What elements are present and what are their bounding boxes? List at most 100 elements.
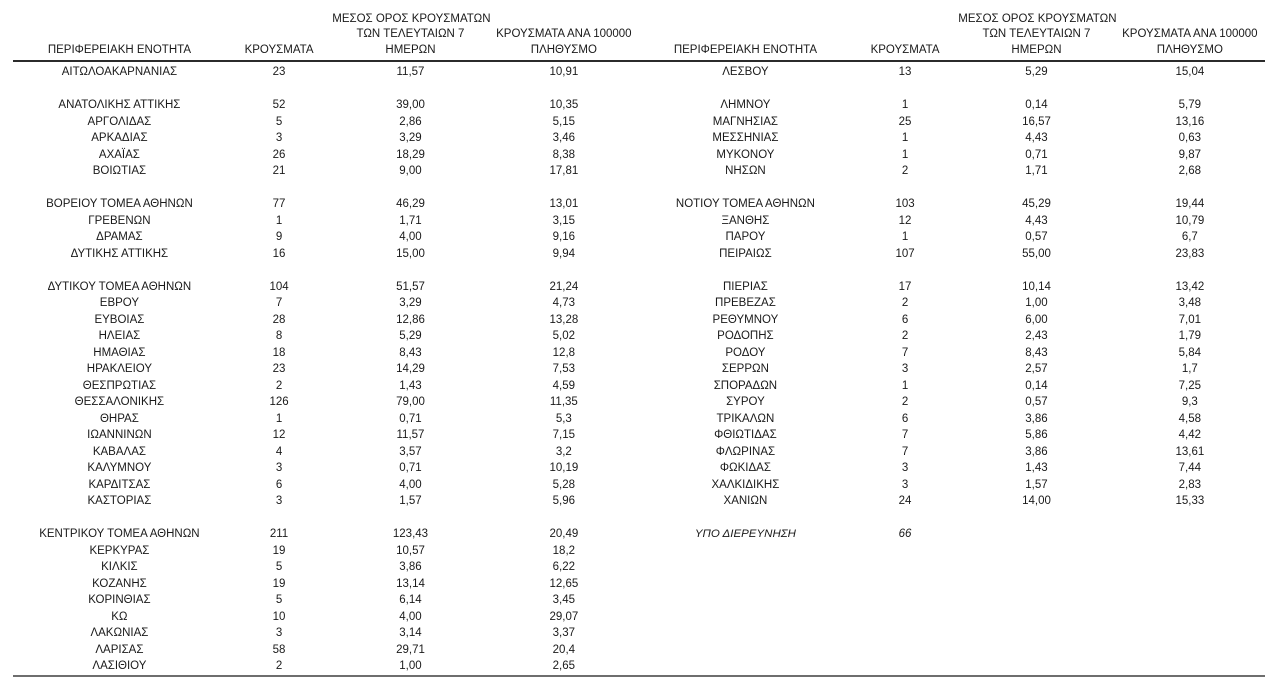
table-row: ΕΥΒΟΙΑΣ 28 12,86 13,28: [13, 312, 639, 329]
per100k-value: 13,42: [1175, 280, 1205, 293]
avg7-value: 0,57: [1025, 231, 1048, 243]
region-name: ΒΟΙΩΤΙΑΣ: [92, 165, 147, 177]
region-name: ΚΑΣΤΟΡΙΑΣ: [87, 495, 152, 507]
cases-value: 1: [275, 412, 283, 425]
cases-value: 103: [895, 198, 915, 210]
per100k-value: 11,35: [549, 396, 578, 408]
table-body-right: ΛΕΣΒΟΥ 13 5,29 15,04 ΛΗΜΝΟΥ 1 0,14 5,79: [639, 62, 1265, 543]
region-name: ΣΥΡΟΥ: [726, 396, 765, 408]
avg7-value: 29,71: [396, 643, 425, 656]
table-row: ΔΥΤΙΚΗΣ ΑΤΤΙΚΗΣ 16 15,00 9,94: [13, 246, 639, 263]
table-row: ΚΙΛΚΙΣ 5 3,86 6,22: [13, 559, 639, 576]
table-row: [639, 180, 1265, 197]
avg7-value: 51,57: [396, 280, 425, 293]
cases-value: 1: [901, 99, 909, 111]
table-row: [13, 510, 639, 527]
region-name: ΝΟΤΙΟΥ ΤΟΜΕΑ ΑΘΗΝΩΝ: [675, 198, 815, 210]
table-row: ΛΕΣΒΟΥ 13 5,29 15,04: [639, 64, 1265, 81]
table-row: ΒΟΙΩΤΙΑΣ 21 9,00 17,81: [13, 163, 639, 180]
region-name: ΑΧΑΪΑΣ: [98, 148, 140, 161]
cases-value: 6: [901, 412, 909, 425]
table-row: ΗΡΑΚΛΕΙΟΥ 23 14,29 7,53: [13, 361, 639, 378]
regional-cases-table-left: ΠΕΡΙΦΕΡΕΙΑΚΗ ΕΝΟΤΗΤΑ ΚΡΟΥΣΜΑΤΑ ΜΕΣΟΣ ΟΡΟ…: [13, 0, 639, 675]
region-name: ΠΕΙΡΑΙΩΣ: [719, 247, 772, 260]
table-row: ΦΘΙΩΤΙΔΑΣ 7 5,86 4,42: [639, 427, 1265, 444]
cases-value: 8: [275, 330, 283, 342]
col-header-region: ΠΕΡΙΦΕΡΕΙΑΚΗ ΕΝΟΤΗΤΑ: [639, 43, 852, 59]
table-row: ΓΡΕΒΕΝΩΝ 1 1,71 3,15: [13, 213, 639, 230]
table-row: ΔΡΑΜΑΣ 9 4,00 9,16: [13, 229, 639, 246]
cases-value: 17: [898, 280, 912, 293]
table-header-row: ΠΕΡΙΦΕΡΕΙΑΚΗ ΕΝΟΤΗΤΑ ΚΡΟΥΣΜΑΤΑ ΜΕΣΟΣ ΟΡΟ…: [13, 0, 639, 62]
per100k-value: 0,63: [1178, 132, 1202, 144]
avg7-value: 1,00: [1025, 297, 1048, 309]
region-name: ΚΑΛΥΜΝΟΥ: [87, 462, 152, 474]
cases-value: 16: [272, 247, 286, 260]
col-header-per100k-line1: ΚΡΟΥΣΜΑΤΑ ΑΝΑ 100000: [496, 28, 632, 40]
region-name: ΚΑΡΔΙΤΣΑΣ: [88, 478, 151, 491]
cases-value: 107: [895, 247, 915, 260]
avg7-value: 3,86: [1025, 412, 1048, 425]
table-row: ΣΥΡΟΥ 2 0,57 9,3: [639, 394, 1265, 411]
avg7-value: 123,43: [392, 528, 429, 540]
avg7-value: 1,71: [1025, 165, 1048, 177]
cases-value: 2: [901, 330, 909, 342]
cases-value: 25: [898, 115, 912, 128]
per100k-value: 4,58: [1178, 412, 1202, 425]
table-row: ΡΟΔΟΥ 7 8,43 5,84: [639, 345, 1265, 362]
cases-value: 6: [901, 313, 909, 326]
avg7-value: 2,86: [399, 115, 422, 128]
per100k-value: 7,53: [552, 363, 576, 375]
region-name: ΑΙΤΩΛΟΑΚΑΡΝΑΝΙΑΣ: [61, 66, 178, 78]
col-header-avg7: ΜΕΣΟΣ ΟΡΟΣ ΚΡΟΥΣΜΑΤΩΝ ΤΩΝ ΤΕΛΕΥΤΑΙΩΝ 7 Η…: [958, 12, 1117, 59]
table-row: ΙΩΑΝΝΙΝΩΝ 12 11,57 7,15: [13, 427, 639, 444]
table-row: ΛΑΡΙΣΑΣ 58 29,71 20,4: [13, 642, 639, 659]
cases-value: 13: [898, 66, 912, 78]
col-header-cases-label: ΚΡΟΥΣΜΑΤΑ: [244, 43, 314, 56]
cases-value: 77: [272, 198, 286, 210]
avg7-value: 3,29: [399, 132, 422, 144]
cases-value: 24: [898, 495, 912, 507]
cases-value: 23: [272, 363, 286, 375]
avg7-value: 3,57: [399, 445, 422, 458]
region-name: ΔΡΑΜΑΣ: [96, 231, 143, 243]
region-name: ΔΥΤΙΚΟΥ ΤΟΜΕΑ ΑΘΗΝΩΝ: [47, 280, 192, 293]
col-header-avg7-line1: ΜΕΣΟΣ ΟΡΟΣ ΚΡΟΥΣΜΑΤΩΝ: [958, 12, 1117, 25]
avg7-value: 8,43: [1025, 346, 1048, 359]
table-row: ΛΗΜΝΟΥ 1 0,14 5,79: [639, 97, 1265, 114]
avg7-value: 5,29: [399, 330, 422, 342]
region-name: ΧΑΛΚΙΔΙΚΗΣ: [711, 478, 780, 491]
region-name: ΚΕΡΚΥΡΑΣ: [89, 544, 150, 557]
per100k-value: 23,83: [1175, 247, 1205, 260]
region-name: ΚΟΡΙΝΘΙΑΣ: [88, 594, 151, 606]
cases-value: 3: [901, 478, 909, 491]
table-row: ΗΛΕΙΑΣ 8 5,29 5,02: [13, 328, 639, 345]
cases-value: 19: [272, 577, 286, 590]
cases-value: 1: [901, 379, 909, 392]
col-header-region: ΠΕΡΙΦΕΡΕΙΑΚΗ ΕΝΟΤΗΤΑ: [13, 43, 226, 59]
table-row: ΝΗΣΩΝ 2 1,71 2,68: [639, 163, 1265, 180]
region-name: ΠΑΡΟΥ: [725, 231, 766, 243]
region-name: ΧΑΝΙΩΝ: [723, 495, 768, 507]
avg7-value: 10,57: [396, 544, 425, 557]
region-name: ΝΗΣΩΝ: [725, 165, 766, 177]
cases-value: 3: [275, 132, 283, 144]
per100k-value: 3,15: [552, 214, 576, 227]
col-header-per100k-line2: ΠΛΗΘΥΣΜΟ: [530, 43, 597, 56]
cases-value: 1: [901, 132, 909, 144]
table-row: ΕΒΡΟΥ 7 3,29 4,73: [13, 295, 639, 312]
per100k-value: 5,79: [1178, 99, 1202, 111]
region-name: ΚΕΝΤΡΙΚΟΥ ΤΟΜΕΑ ΑΘΗΝΩΝ: [39, 528, 200, 540]
region-name: ΠΙΕΡΙΑΣ: [723, 280, 768, 293]
avg7-value: 0,14: [1025, 379, 1048, 392]
cases-value: 1: [901, 148, 909, 161]
table-row: ΜΕΣΣΗΝΙΑΣ 1 4,43 0,63: [639, 130, 1265, 147]
table-row: ΜΑΓΝΗΣΙΑΣ 25 16,57 13,16: [639, 114, 1265, 131]
per100k-value: 3,48: [1178, 297, 1202, 309]
per100k-value: 29,07: [549, 610, 579, 623]
table-row: ΜΥΚΟΝΟΥ 1 0,71 9,87: [639, 147, 1265, 164]
region-name: ΡΟΔΟΥ: [725, 346, 766, 359]
region-name: ΔΥΤΙΚΗΣ ΑΤΤΙΚΗΣ: [70, 247, 169, 260]
avg7-value: 16,57: [1022, 115, 1051, 128]
per100k-value: 4,42: [1178, 429, 1202, 441]
